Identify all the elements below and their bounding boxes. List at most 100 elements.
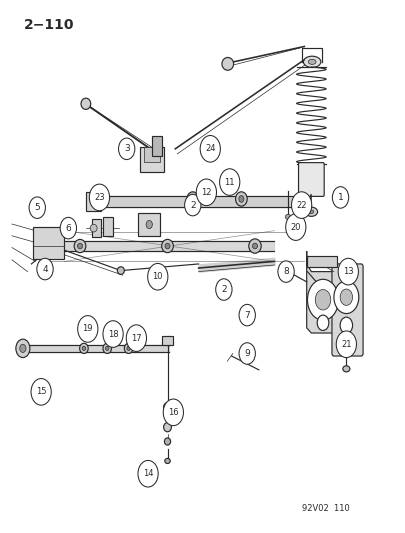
Circle shape — [333, 187, 349, 208]
Bar — [144, 147, 160, 161]
Ellipse shape — [164, 438, 171, 445]
Text: 12: 12 — [201, 188, 212, 197]
Ellipse shape — [77, 243, 83, 249]
Circle shape — [119, 138, 135, 159]
Circle shape — [340, 289, 353, 305]
Bar — [103, 217, 113, 236]
Circle shape — [60, 217, 77, 239]
Circle shape — [29, 197, 45, 219]
Circle shape — [340, 317, 353, 334]
Circle shape — [239, 343, 256, 364]
Text: 23: 23 — [94, 193, 105, 202]
Circle shape — [138, 461, 158, 487]
Ellipse shape — [239, 196, 244, 203]
Circle shape — [148, 263, 168, 290]
Ellipse shape — [252, 243, 258, 249]
Text: 14: 14 — [143, 469, 153, 478]
Text: 15: 15 — [36, 387, 47, 397]
Ellipse shape — [343, 366, 350, 372]
Text: 2−110: 2−110 — [23, 18, 74, 33]
Text: 4: 4 — [42, 264, 48, 273]
Ellipse shape — [105, 346, 109, 350]
Circle shape — [307, 279, 339, 320]
Text: 92V02  110: 92V02 110 — [303, 504, 350, 513]
Circle shape — [196, 179, 217, 206]
Text: 8: 8 — [283, 267, 289, 276]
FancyBboxPatch shape — [298, 163, 324, 196]
Circle shape — [90, 184, 110, 211]
Ellipse shape — [82, 346, 86, 350]
Bar — [307, 256, 337, 266]
FancyBboxPatch shape — [332, 264, 363, 356]
Polygon shape — [307, 251, 342, 333]
Ellipse shape — [127, 346, 130, 350]
Bar — [162, 336, 173, 345]
Ellipse shape — [103, 343, 111, 353]
Circle shape — [31, 378, 51, 405]
Circle shape — [334, 281, 359, 313]
Text: 9: 9 — [244, 349, 250, 358]
Ellipse shape — [236, 192, 247, 206]
Ellipse shape — [249, 239, 261, 253]
Ellipse shape — [146, 221, 152, 229]
Circle shape — [78, 316, 98, 342]
Text: 7: 7 — [244, 311, 250, 320]
Circle shape — [286, 214, 306, 240]
Ellipse shape — [165, 243, 170, 249]
Text: 10: 10 — [153, 272, 163, 281]
Ellipse shape — [187, 192, 198, 206]
Text: 11: 11 — [224, 177, 235, 187]
Text: 21: 21 — [341, 340, 352, 349]
Text: 22: 22 — [296, 200, 307, 209]
Bar — [33, 227, 64, 259]
Text: 6: 6 — [66, 224, 71, 232]
Bar — [86, 192, 101, 211]
Text: 24: 24 — [205, 144, 215, 154]
FancyBboxPatch shape — [140, 147, 164, 172]
Text: 19: 19 — [83, 325, 93, 334]
Circle shape — [126, 325, 147, 351]
Ellipse shape — [282, 266, 290, 275]
Ellipse shape — [222, 58, 234, 70]
Circle shape — [163, 399, 183, 426]
Circle shape — [103, 321, 123, 348]
Text: 5: 5 — [34, 203, 40, 212]
Ellipse shape — [124, 343, 133, 353]
Circle shape — [336, 331, 356, 358]
Text: 17: 17 — [131, 334, 142, 343]
Text: 18: 18 — [108, 329, 118, 338]
Text: 16: 16 — [168, 408, 179, 417]
Ellipse shape — [164, 423, 171, 432]
Ellipse shape — [309, 210, 314, 214]
Circle shape — [315, 289, 331, 310]
Bar — [152, 136, 162, 157]
Ellipse shape — [303, 56, 321, 68]
Ellipse shape — [74, 239, 86, 253]
Circle shape — [37, 259, 53, 280]
Text: 1: 1 — [338, 193, 343, 202]
Circle shape — [20, 344, 26, 352]
Circle shape — [185, 195, 201, 216]
Ellipse shape — [285, 214, 291, 220]
Ellipse shape — [305, 207, 318, 216]
Circle shape — [216, 279, 232, 300]
Text: 3: 3 — [124, 144, 130, 154]
Ellipse shape — [298, 195, 309, 209]
Text: 20: 20 — [290, 223, 301, 232]
Circle shape — [317, 315, 329, 330]
Circle shape — [278, 261, 294, 282]
Text: 2: 2 — [190, 200, 196, 209]
Ellipse shape — [308, 59, 316, 64]
Ellipse shape — [90, 224, 97, 232]
Text: 2: 2 — [221, 285, 227, 294]
Ellipse shape — [301, 198, 306, 205]
Ellipse shape — [190, 196, 195, 203]
Circle shape — [239, 304, 256, 326]
Ellipse shape — [117, 266, 124, 274]
Text: 13: 13 — [343, 267, 354, 276]
Ellipse shape — [162, 239, 173, 253]
Bar — [139, 213, 160, 236]
Ellipse shape — [80, 343, 88, 353]
Circle shape — [220, 169, 240, 196]
Ellipse shape — [164, 402, 171, 412]
